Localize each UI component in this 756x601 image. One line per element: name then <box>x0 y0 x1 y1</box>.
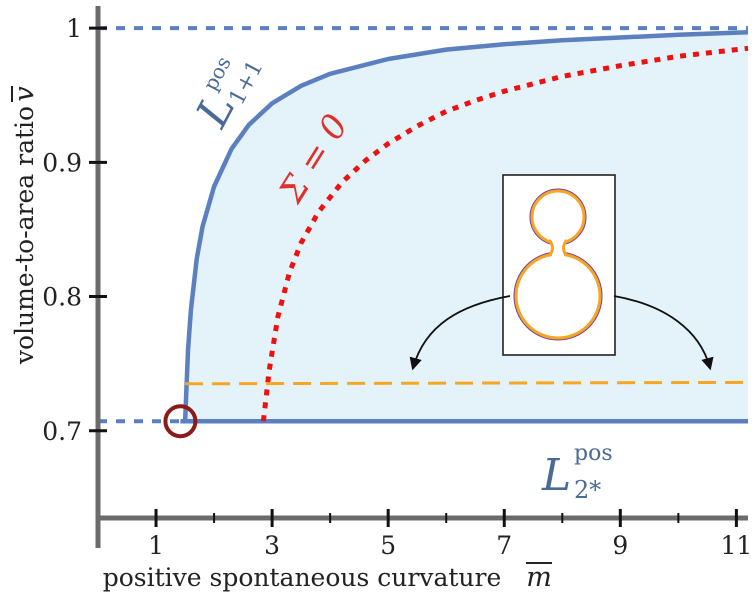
x-tick-label-1: 1 <box>148 531 164 560</box>
x-tick-label-7: 7 <box>496 531 512 560</box>
neck-cover <box>552 236 564 260</box>
vesicle-shape-inset <box>502 174 616 356</box>
inset-arrow-left <box>409 295 511 371</box>
y-tick-label-1: 1 <box>66 14 82 43</box>
neck-right <box>562 239 569 257</box>
curve-budded-shape <box>185 380 749 386</box>
label-l-2star-main: L <box>541 450 571 501</box>
x-tick-label-5: 5 <box>380 531 396 560</box>
x-tick-label-3: 3 <box>264 531 280 560</box>
stable-region <box>185 32 749 422</box>
x-axis-symbol: m <box>526 562 552 593</box>
x-tick-label-11: 11 <box>720 531 752 560</box>
x-axis-title: positive spontaneous curvature <box>103 563 502 592</box>
y-tick-label-0.7: 0.7 <box>42 417 82 446</box>
y-tick-label-0.9: 0.9 <box>42 148 82 177</box>
large-bud-shape <box>514 252 602 340</box>
axes <box>95 6 748 548</box>
curve-sigma-zero <box>260 45 749 422</box>
label-l-2star-sup: pos <box>574 441 613 466</box>
curve-l-1plus1 <box>182 29 749 422</box>
label-l-2star-sub: 2* <box>574 476 601 504</box>
label-l-2star: L pos 2* <box>541 441 613 504</box>
series-lines <box>180 29 749 424</box>
y-axis-title: volume-to-area ratio <box>10 106 39 365</box>
axis-ticks: 1 3 5 7 9 11 0.7 0.8 0.9 1 <box>42 14 752 560</box>
neck-left <box>547 239 554 257</box>
y-axis-symbol: v <box>9 86 40 101</box>
inset-arrow-right <box>613 295 714 371</box>
critical-point-marker <box>163 404 198 439</box>
x-tick-label-9: 9 <box>612 531 628 560</box>
small-bud-shape <box>530 189 586 245</box>
y-tick-label-0.8: 0.8 <box>42 283 82 312</box>
reference-lines <box>98 26 748 424</box>
stable-region-layer <box>185 32 749 422</box>
critical-point <box>163 404 198 439</box>
